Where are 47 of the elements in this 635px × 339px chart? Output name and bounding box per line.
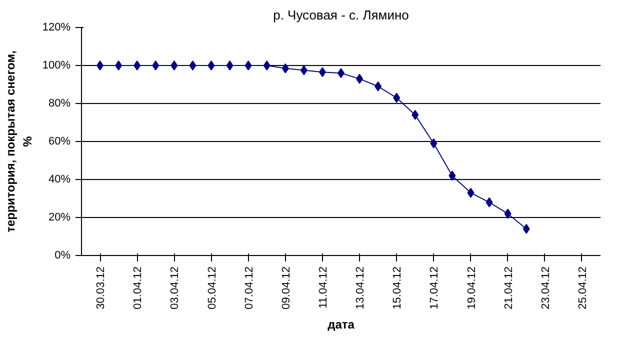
x-axis-title: дата [328,317,355,332]
point [374,81,382,92]
point [393,92,400,103]
x-tick-label: 07.04.12 [243,266,256,310]
point [504,208,512,219]
x-tick-label: 15.04.12 [392,266,404,310]
point [189,60,196,70]
y-tick-label: 100% [42,60,71,72]
y-tick-label: 20% [48,212,71,224]
y-tick-label: 120% [42,22,71,34]
point [226,60,234,70]
x-tick-label: 05.04.12 [206,266,218,310]
x-tick-label: 21.04.12 [502,266,515,310]
chart-title: р. Чусовая - с. Лямино [273,8,409,22]
y-tick-label: 0% [54,250,71,262]
point [356,74,364,84]
point [170,60,178,70]
point [96,60,104,70]
point [522,224,530,234]
point [134,60,141,70]
x-tick-label: 23.04.12 [540,266,552,310]
point [318,67,326,78]
y-tick-label: 60% [48,136,71,148]
x-tick-label: 09.04.12 [280,266,292,310]
point [412,110,419,120]
point [115,60,122,70]
x-tick-label: 03.04.12 [169,266,182,310]
x-tick-label: 19.04.12 [466,266,478,310]
y-tick-label: 40% [48,174,71,186]
y-axis-title: территория, покрытая снегом, % [4,50,34,232]
point [486,197,493,208]
x-tick-label: 17.04.12 [428,266,441,310]
point [467,188,474,198]
y-tick-label: 80% [48,98,71,110]
point [152,60,160,70]
x-tick-label: 30.03.12 [95,266,108,310]
x-tick-label: 11.04.12 [317,266,330,308]
point [448,170,456,181]
x-tick-label: 01.04.12 [132,266,144,310]
point [282,63,289,74]
point [244,60,252,70]
x-tick-label: 25.04.12 [576,266,589,310]
point [430,138,438,148]
point [300,65,308,76]
x-tick-label: 13.04.12 [354,266,367,310]
point [208,60,215,70]
point [263,60,270,70]
